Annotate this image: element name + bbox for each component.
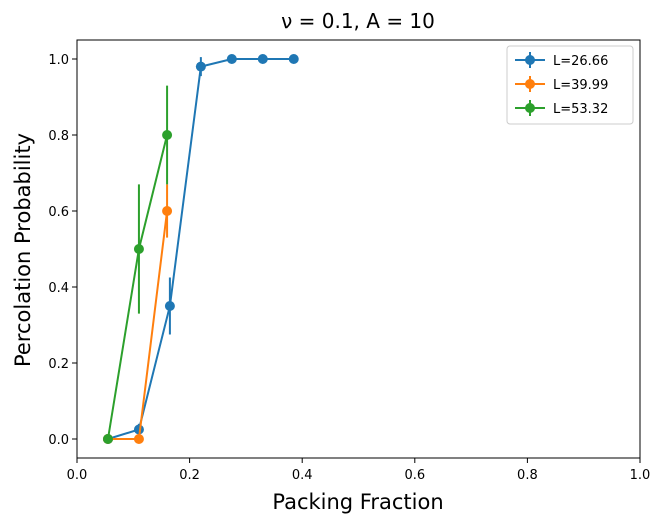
data-point bbox=[133, 424, 144, 435]
x-axis-label: Packing Fraction bbox=[272, 490, 443, 514]
legend-swatch-marker bbox=[525, 55, 535, 65]
x-tick-label: 0.6 bbox=[404, 468, 425, 483]
legend-swatch-marker bbox=[525, 79, 535, 89]
axes-frame bbox=[76, 39, 641, 459]
data-point bbox=[162, 130, 173, 140]
y-tick-label: 0.6 bbox=[48, 205, 69, 220]
legend-item: L=39.99 bbox=[515, 76, 608, 93]
plot-area: 0.0 0.2 0.4 0.6 0.8 1.0 0.0 0.2 0.4 0.6 0.8 1.0 bbox=[48, 39, 651, 483]
legend-label: L=53.32 bbox=[553, 102, 608, 117]
y-tick-label: 0.8 bbox=[48, 129, 69, 144]
x-tick-label: 0.2 bbox=[179, 468, 200, 483]
y-tick-label: 0.0 bbox=[48, 433, 69, 448]
chart-title: ν = 0.1, A = 10 bbox=[281, 9, 435, 33]
data-point bbox=[133, 244, 144, 254]
legend-label: L=39.99 bbox=[553, 78, 608, 93]
x-tick-label: 0.8 bbox=[517, 468, 538, 483]
legend-label: L=26.66 bbox=[553, 54, 608, 69]
series-0 bbox=[102, 54, 299, 444]
data-point bbox=[164, 301, 175, 311]
y-tick-label: 0.4 bbox=[48, 281, 69, 296]
x-tick-label: 1.0 bbox=[630, 468, 651, 483]
data-point bbox=[257, 54, 268, 64]
y-tick-label: 0.2 bbox=[48, 357, 69, 372]
data-point bbox=[288, 54, 299, 64]
legend-item: L=53.32 bbox=[515, 100, 608, 117]
y-axis-label: Percolation Probability bbox=[11, 133, 35, 367]
legend: L=26.66 L=39.99 L=53.32 bbox=[506, 45, 634, 125]
data-point bbox=[133, 434, 144, 444]
legend-box bbox=[506, 45, 634, 125]
data-point bbox=[102, 434, 113, 444]
data-point bbox=[162, 206, 173, 216]
x-tick-label: 0.4 bbox=[292, 468, 313, 483]
data-point bbox=[226, 54, 237, 64]
legend-item: L=26.66 bbox=[515, 52, 608, 69]
y-tick-label: 1.0 bbox=[48, 53, 69, 68]
x-tick-label: 0.0 bbox=[67, 468, 88, 483]
legend-swatch-marker bbox=[525, 103, 535, 113]
series-2 bbox=[102, 85, 173, 444]
data-point bbox=[195, 61, 206, 72]
